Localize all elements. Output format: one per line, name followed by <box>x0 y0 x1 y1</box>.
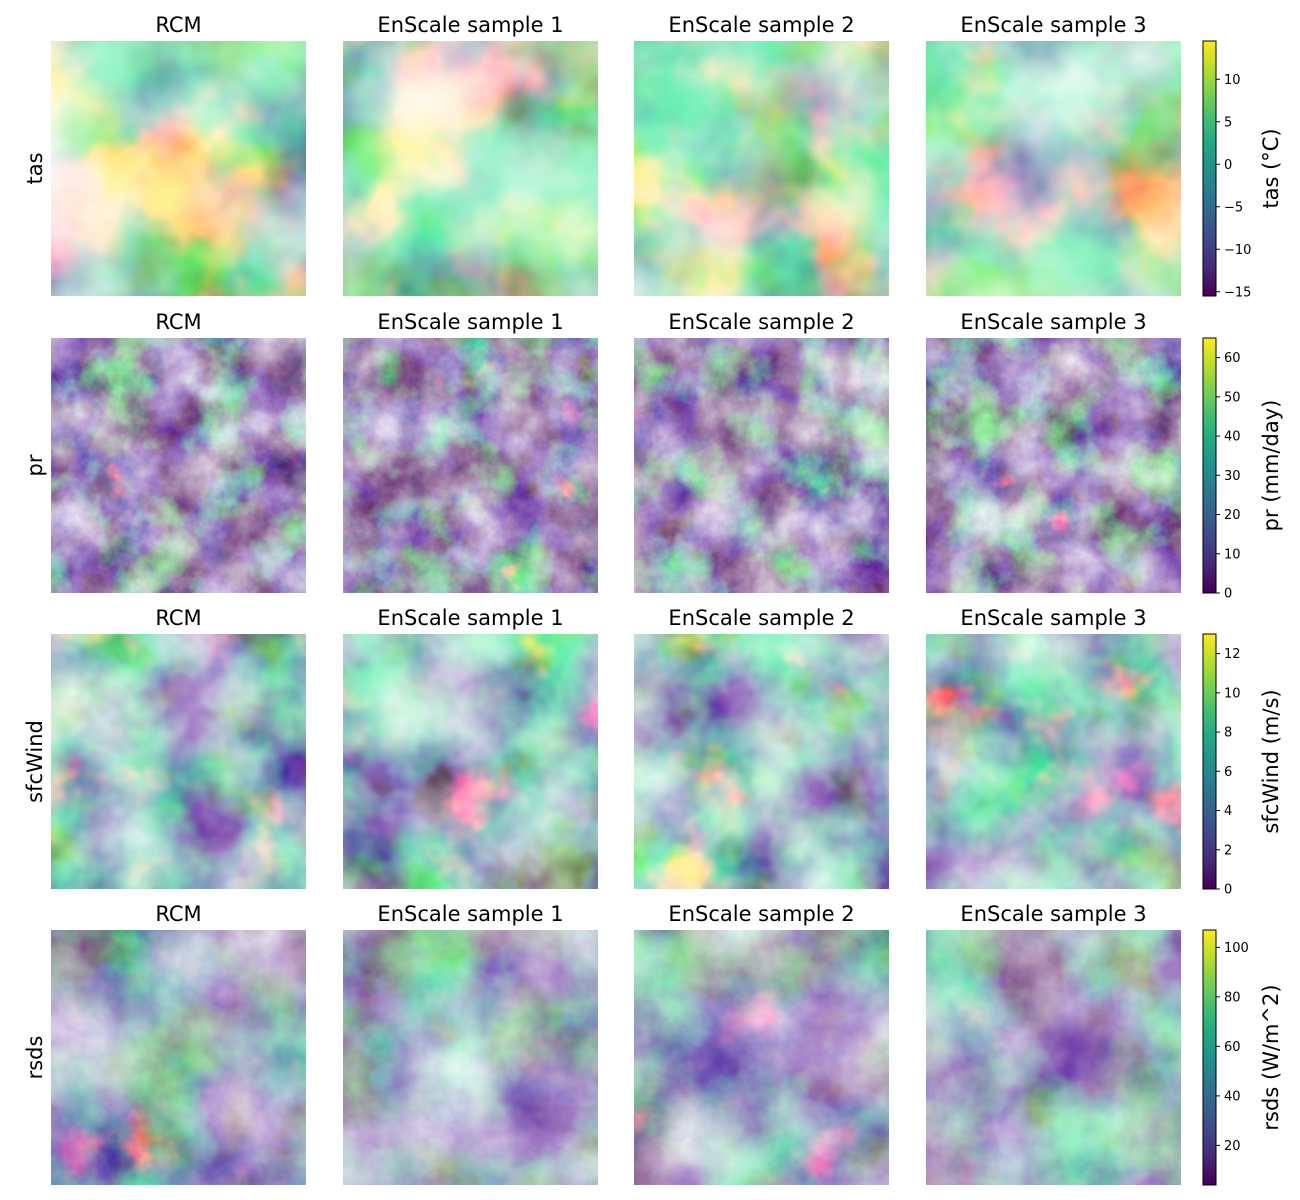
colorbar-tick-label: 0 <box>1224 158 1232 173</box>
colorbar-tick-label: −10 <box>1224 243 1251 258</box>
heatmap-rsds-3 <box>926 930 1181 1185</box>
panel-title: EnScale sample 3 <box>960 902 1146 926</box>
colorbar-tick-label: 6 <box>1224 765 1232 780</box>
colorbar-tick-label: 10 <box>1224 686 1241 701</box>
panel-title: EnScale sample 1 <box>377 902 563 926</box>
colorbar-tick-label: 8 <box>1224 726 1232 741</box>
colorbar-tick-label: 10 <box>1224 547 1241 562</box>
heatmap-sfcWind-0 <box>51 634 306 889</box>
colorbar-label: rsds (W/m^2) <box>1259 984 1283 1130</box>
panel-title: EnScale sample 3 <box>960 606 1146 630</box>
colorbar-tas: −15 −10 −5 0 5 10 tas (°C) <box>1202 40 1283 300</box>
colorbar-tick-label: 80 <box>1224 990 1241 1005</box>
colorbar-tick-label: 100 <box>1224 941 1249 956</box>
heatmap-panels: tas RCM EnScale sample 1 EnScale sample 2 En… <box>23 13 1181 1185</box>
heatmap-pr-2 <box>634 338 889 593</box>
colorbar-tick-label: 4 <box>1224 804 1232 819</box>
heatmap-rsds-1 <box>343 930 598 1185</box>
row-label-rsds: rsds <box>23 1036 47 1080</box>
heatmap-rsds-2 <box>634 930 889 1185</box>
panel-title: EnScale sample 3 <box>960 13 1146 37</box>
heatmap-pr-3 <box>926 338 1181 593</box>
heatmap-rsds-0 <box>51 930 306 1185</box>
colorbar-pr: 0 10 20 30 40 50 60 pr (mm/day) <box>1202 337 1283 602</box>
colorbar-tick-label: 60 <box>1224 351 1241 366</box>
colorbar-tick-label: 20 <box>1224 1139 1241 1154</box>
panel-title: RCM <box>155 902 201 926</box>
colorbar-label: sfcWind (m/s) <box>1259 689 1283 833</box>
heatmap-tas-2 <box>634 41 889 296</box>
panel-title: RCM <box>155 606 201 630</box>
colorbar-tick-label: 40 <box>1224 430 1241 445</box>
colorbar-tick-label: 10 <box>1224 73 1241 88</box>
row-label-sfcWind: sfcWind <box>23 720 47 803</box>
colorbar-tick-label: 50 <box>1224 390 1241 405</box>
colorbar-tick-label: −15 <box>1224 285 1251 300</box>
colorbar-rsds: 20 40 60 80 100 rsds (W/m^2) <box>1202 929 1283 1186</box>
heatmap-pr-0 <box>51 338 306 593</box>
heatmap-tas-0 <box>51 41 306 296</box>
heatmap-tas-3 <box>926 41 1181 296</box>
panel-title: EnScale sample 2 <box>668 310 854 334</box>
colorbar-ramp <box>1202 40 1217 297</box>
panel-title: EnScale sample 3 <box>960 310 1146 334</box>
panel-title: EnScale sample 2 <box>668 606 854 630</box>
colorbar-label: tas (°C) <box>1259 128 1283 208</box>
colorbar-ramp <box>1202 337 1217 594</box>
heatmap-tas-1 <box>343 41 598 296</box>
panel-title: EnScale sample 1 <box>377 606 563 630</box>
colorbar-tick-label: 60 <box>1224 1040 1241 1055</box>
panel-title: EnScale sample 1 <box>377 13 563 37</box>
panel-title: EnScale sample 2 <box>668 902 854 926</box>
panel-title: RCM <box>155 310 201 334</box>
colorbar-tick-label: 0 <box>1224 587 1232 602</box>
colorbar-ramp <box>1202 929 1217 1186</box>
colorbar-tick-label: 30 <box>1224 469 1241 484</box>
colorbar-tick-label: 0 <box>1224 883 1232 898</box>
heatmap-pr-1 <box>343 338 598 593</box>
colorbar-sfcWind: 0 2 4 6 8 10 12 sfcWind (m/s) <box>1202 633 1283 898</box>
colorbar-tick-label: 12 <box>1224 647 1241 662</box>
colorbar-tick-label: 40 <box>1224 1089 1241 1104</box>
panel-title: RCM <box>155 13 201 37</box>
heatmap-sfcWind-3 <box>926 634 1181 889</box>
heatmap-sfcWind-2 <box>634 634 889 889</box>
panel-title: EnScale sample 2 <box>668 13 854 37</box>
colorbar-tick-label: 20 <box>1224 508 1241 523</box>
row-label-pr: pr <box>23 454 47 476</box>
colorbar-tick-label: 5 <box>1224 115 1232 130</box>
heatmap-sfcWind-1 <box>343 634 598 889</box>
colorbar-ramp <box>1202 633 1217 890</box>
panel-title: EnScale sample 1 <box>377 310 563 334</box>
row-label-tas: tas <box>23 152 47 184</box>
colorbar-tick-label: −5 <box>1224 200 1243 215</box>
colorbar-tick-label: 2 <box>1224 843 1232 858</box>
colorbar-label: pr (mm/day) <box>1259 400 1283 532</box>
